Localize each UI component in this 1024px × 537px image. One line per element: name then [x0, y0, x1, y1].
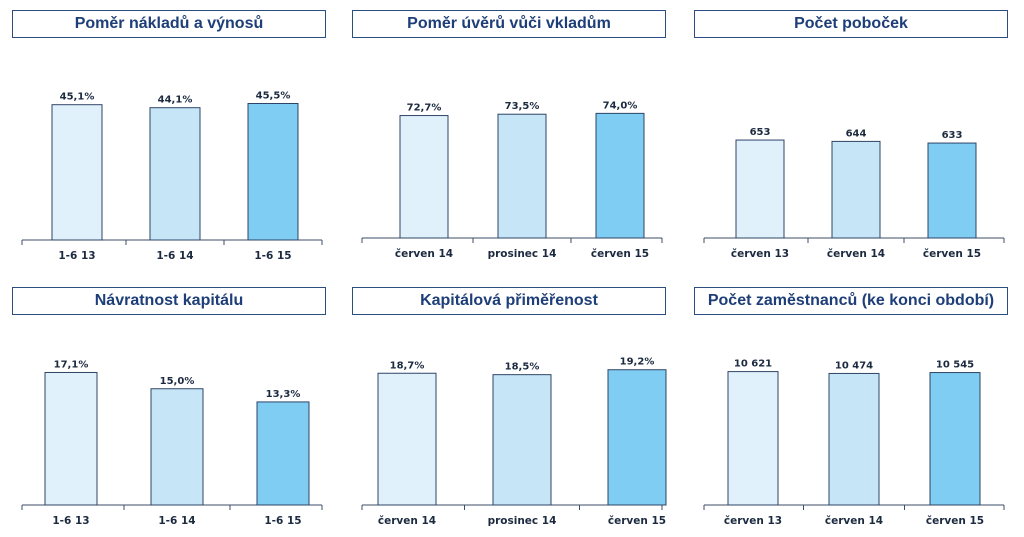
- category-label: červen 14: [825, 515, 883, 527]
- bar: [735, 139, 785, 239]
- category-label: 1-6 13: [52, 515, 89, 527]
- data-label: 73,5%: [505, 101, 540, 112]
- chart-panel-employees: Počet zaměstnanců (ke konci období) 10 6…: [694, 287, 1012, 527]
- data-label: 74,0%: [603, 100, 638, 111]
- bar: [492, 374, 552, 506]
- chart-title: Poměr úvěrů vůči vkladům: [352, 10, 666, 38]
- bar: [377, 372, 437, 506]
- category-label: červen 13: [724, 515, 782, 527]
- bar-chart: 10 621 červen 13 10 474 červen 14 10 545 červ…: [703, 359, 1005, 527]
- bar-chart: 72,7% červen 14 73,5% prosinec 14 74,0% červe…: [361, 100, 663, 260]
- chart-title: Počet zaměstnanců (ke konci období): [694, 287, 1008, 315]
- bar-chart: 18,7% červen 14 18,5% prosinec 14 19,2% červe…: [361, 357, 667, 527]
- category-label: 1-6 13: [58, 250, 95, 262]
- bar: [256, 401, 310, 506]
- bar: [497, 113, 547, 239]
- bar: [150, 388, 204, 506]
- bar: [247, 103, 299, 241]
- data-label: 13,3%: [266, 389, 301, 400]
- category-label: červen 14: [395, 248, 453, 260]
- bar: [399, 115, 449, 239]
- category-label: 1-6 15: [254, 250, 291, 262]
- bar: [51, 104, 103, 241]
- bar: [727, 371, 779, 506]
- data-label: 18,7%: [390, 360, 425, 371]
- bar: [927, 142, 977, 239]
- bar: [595, 112, 645, 239]
- category-label: 1-6 14: [156, 250, 193, 262]
- data-label: 17,1%: [54, 359, 89, 370]
- category-label: červen 15: [591, 248, 649, 260]
- category-label: 1-6 15: [264, 515, 301, 527]
- category-label: červen 15: [926, 515, 984, 527]
- data-label: 45,1%: [60, 92, 95, 103]
- bar: [607, 369, 667, 506]
- chart-title: Kapitálová přiměřenost: [352, 287, 666, 315]
- data-label: 10 621: [734, 359, 772, 370]
- data-label: 72,7%: [407, 103, 442, 114]
- bar: [149, 107, 201, 241]
- category-label: prosinec 14: [488, 248, 557, 260]
- category-label: červen 14: [827, 248, 885, 260]
- category-label: červen 14: [378, 515, 436, 527]
- chart-title: Poměr nákladů a výnosů: [12, 10, 326, 38]
- category-label: červen 15: [923, 248, 981, 260]
- category-label: 1-6 14: [158, 515, 195, 527]
- data-label: 15,0%: [160, 376, 195, 387]
- data-label: 633: [942, 130, 963, 141]
- chart-panel-roe: Návratnost kapitálu 17,1% 1-6 13 15,0% 1-6 …: [12, 287, 330, 527]
- bar: [828, 372, 880, 506]
- chart-panel-loans-deposits: Poměr úvěrů vůči vkladům 72,7% červen 14 7…: [352, 10, 670, 260]
- data-label: 44,1%: [158, 95, 193, 106]
- chart-title: Návratnost kapitálu: [12, 287, 326, 315]
- category-label: prosinec 14: [488, 515, 557, 527]
- bar: [831, 140, 881, 239]
- data-label: 10 545: [936, 360, 974, 371]
- category-label: červen 13: [731, 248, 789, 260]
- bar: [44, 371, 98, 506]
- data-label: 45,5%: [256, 91, 291, 102]
- bar: [929, 372, 981, 506]
- chart-panel-capital-adequacy: Kapitálová přiměřenost 18,7% červen 14 18,…: [352, 287, 670, 527]
- data-label: 644: [846, 128, 867, 139]
- bar-chart: 45,1% 1-6 13 44,1% 1-6 14 45,5% 1-6 15: [21, 91, 323, 262]
- data-label: 18,5%: [505, 362, 540, 373]
- data-label: 19,2%: [620, 357, 655, 368]
- chart-title: Počet poboček: [694, 10, 1008, 38]
- category-label: červen 15: [608, 515, 666, 527]
- chart-panel-branches: Počet poboček 653 červen 13 644 červen 14 63…: [694, 10, 1012, 260]
- bar-chart: 653 červen 13 644 červen 14 633 červen 15: [703, 127, 1005, 260]
- chart-panel-cost-income: Poměr nákladů a výnosů 45,1% 1-6 13 44,1% 1…: [12, 10, 330, 262]
- bar-chart: 17,1% 1-6 13 15,0% 1-6 14 13,3% 1-6 15: [21, 359, 323, 527]
- data-label: 653: [750, 127, 771, 138]
- data-label: 10 474: [835, 360, 873, 371]
